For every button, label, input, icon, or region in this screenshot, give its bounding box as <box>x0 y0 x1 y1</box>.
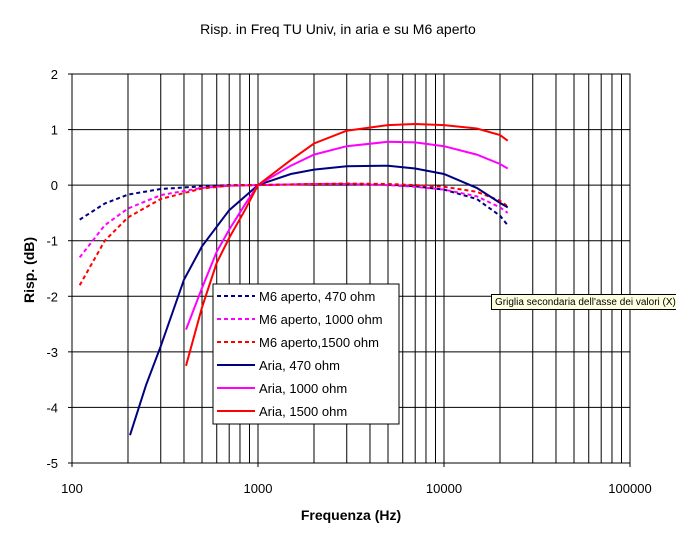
legend-label: Aria, 470 ohm <box>259 358 340 373</box>
y-tick-label: -5 <box>46 456 58 471</box>
x-tick-label: 1000 <box>244 481 273 496</box>
y-tick-label: 0 <box>51 178 58 193</box>
x-tick-label: 100000 <box>608 481 651 496</box>
series-line-4[interactable] <box>129 164 509 436</box>
y-tick-label: -3 <box>46 345 58 360</box>
series-line-3[interactable] <box>78 182 509 286</box>
legend-label: Aria, 1000 ohm <box>259 381 347 396</box>
y-axis-title: Risp. (dB) <box>21 237 37 303</box>
y-tick-label: -2 <box>46 289 58 304</box>
legend-box <box>212 283 400 425</box>
y-tick-label: 1 <box>51 123 58 138</box>
plot-area[interactable] <box>71 73 631 464</box>
y-tick-label: -1 <box>46 234 58 249</box>
legend-label: M6 aperto,1500 ohm <box>259 335 379 350</box>
tooltip: Griglia secondaria dell'asse dei valori … <box>491 294 676 310</box>
series-line-6[interactable] <box>185 122 509 367</box>
series-line-5[interactable] <box>185 140 509 330</box>
y-tick-label: -4 <box>46 400 58 415</box>
legend-label: M6 aperto, 470 ohm <box>259 289 375 304</box>
x-tick-label: 100 <box>61 481 83 496</box>
x-tick-label: 10000 <box>426 481 462 496</box>
legend-label: Aria, 1500 ohm <box>259 404 347 419</box>
legend[interactable]: M6 aperto, 470 ohm M6 aperto, 1000 ohm M6 … <box>212 283 400 425</box>
x-axis-title: Frequenza (Hz) <box>301 507 401 523</box>
legend-label: M6 aperto, 1000 ohm <box>259 312 383 327</box>
y-tick-label: 2 <box>51 67 58 82</box>
chart-title: Risp. in Freq TU Univ, in aria e su M6 a… <box>200 21 476 37</box>
series-layer <box>78 122 509 436</box>
